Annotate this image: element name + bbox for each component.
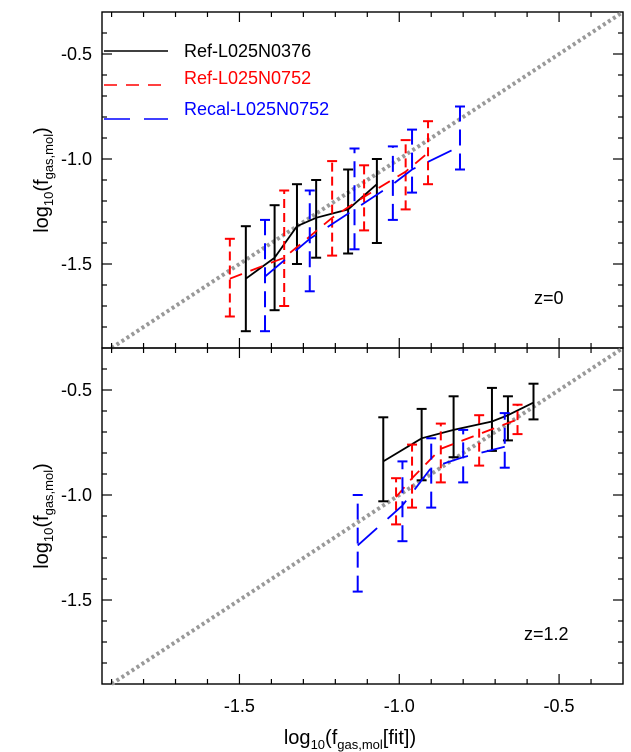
bottom-panel: -0.5 -1.0 -1.5 -1.5 -1.0 -0.5 log10(fgas… <box>31 346 625 752</box>
bottom-y-tick-labels: -0.5 -1.0 -1.5 <box>61 380 92 610</box>
legend-label-ref-l025n0376: Ref-L025N0376 <box>184 41 311 61</box>
top-axis-ticks <box>102 12 623 348</box>
top-series-line-ref-l025n0752 <box>229 152 429 280</box>
top-y-tick-label: -0.5 <box>61 44 92 64</box>
legend-label-recal-l025n0752: Recal-L025N0752 <box>184 99 329 119</box>
bottom-series-ref-l025n0752 <box>391 403 523 526</box>
legend: Ref-L025N0376 Ref-L025N0752 Recal-L025N0… <box>104 41 329 120</box>
bottom-y-tick-label: -0.5 <box>61 380 92 400</box>
top-series-ref-l025n0752 <box>224 120 434 318</box>
bottom-redshift-annotation: z=1.2 <box>524 624 569 644</box>
top-y-axis-label: log10(fgas,mol) <box>31 127 56 233</box>
bottom-y-tick-label: -1.5 <box>61 590 92 610</box>
top-series-layer <box>224 105 465 333</box>
x-tick-label: -0.5 <box>544 696 575 716</box>
top-series-line-recal-l025n0752 <box>264 145 461 278</box>
top-redshift-annotation: z=0 <box>534 288 564 308</box>
top-y-tick-labels: -0.5 -1.0 -1.5 <box>61 44 92 274</box>
x-tick-label: -1.5 <box>224 696 255 716</box>
top-y-tick-label: -1.0 <box>61 149 92 169</box>
top-series-recal-l025n0752 <box>260 105 465 333</box>
bottom-y-axis-label: log10(fgas,mol) <box>31 463 56 569</box>
bottom-series-line-ref-l025n0376 <box>382 401 534 463</box>
bottom-series-recal-l025n0752 <box>352 412 510 593</box>
bottom-series-line-ref-l025n0752 <box>395 418 518 498</box>
top-y-tick-label: -1.5 <box>61 254 92 274</box>
legend-label-ref-l025n0752: Ref-L025N0752 <box>184 68 311 88</box>
x-tick-label: -1.0 <box>384 696 415 716</box>
bottom-axis-ticks <box>102 348 623 684</box>
bottom-x-tick-labels: -1.5 -1.0 -0.5 <box>224 696 575 716</box>
top-panel: -0.5 -1.0 -1.5 log10(fgas,mol) z=0 Ref-L… <box>31 10 625 350</box>
x-axis-label: log10(fgas,mol[fit]) <box>284 727 416 752</box>
bottom-y-tick-label: -1.0 <box>61 485 92 505</box>
bottom-series-layer <box>352 382 539 593</box>
top-series-ref-l025n0376 <box>240 158 382 333</box>
